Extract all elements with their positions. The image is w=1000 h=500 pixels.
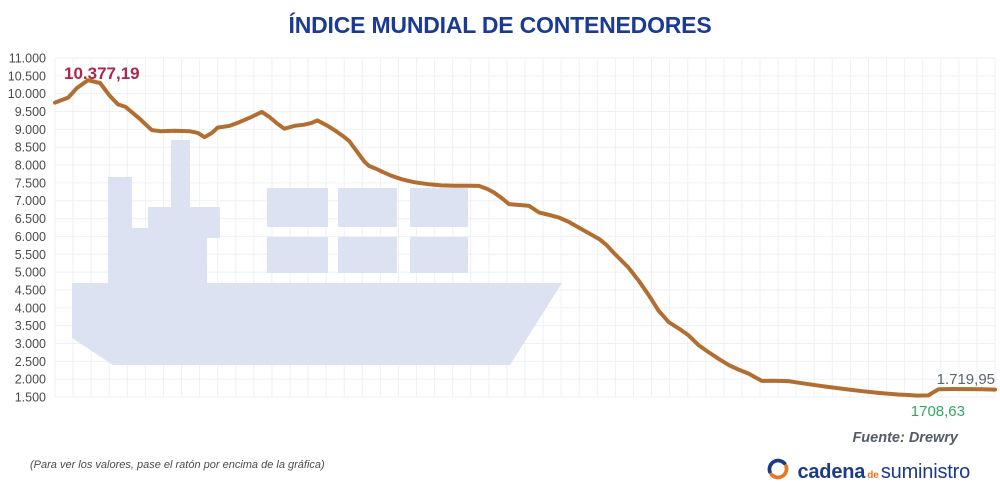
svg-text:2.000: 2.000 bbox=[15, 373, 46, 387]
svg-text:6.500: 6.500 bbox=[15, 212, 46, 226]
svg-text:5.500: 5.500 bbox=[15, 248, 46, 262]
source-label: Fuente: Drewry bbox=[852, 430, 958, 446]
svg-text:4.500: 4.500 bbox=[15, 283, 46, 297]
svg-text:3.500: 3.500 bbox=[15, 319, 46, 333]
svg-text:9.000: 9.000 bbox=[15, 123, 46, 137]
cadena-swirl-icon bbox=[768, 458, 789, 480]
chart-title: ÍNDICE MUNDIAL DE CONTENEDORES bbox=[288, 12, 712, 38]
container-ship-watermark bbox=[72, 140, 562, 365]
svg-text:6.000: 6.000 bbox=[15, 230, 46, 244]
hover-hint: (Para ver los valores, pase el ratón por… bbox=[30, 459, 325, 471]
svg-text:4.000: 4.000 bbox=[15, 301, 46, 315]
logo-cadena: cadena bbox=[797, 461, 866, 483]
svg-text:5.000: 5.000 bbox=[15, 266, 46, 280]
svg-text:10.000: 10.000 bbox=[8, 87, 46, 101]
svg-text:2.500: 2.500 bbox=[15, 355, 46, 369]
latest-value-label: 1708,63 bbox=[910, 403, 965, 420]
svg-text:11.000: 11.000 bbox=[9, 52, 46, 66]
svg-text:8.000: 8.000 bbox=[15, 159, 46, 173]
svg-text:7.000: 7.000 bbox=[15, 194, 46, 208]
svg-text:9.500: 9.500 bbox=[15, 105, 46, 119]
y-axis-labels: 11.000 10.500 10.000 9.500 9.000 8.500 8.000 7.… bbox=[8, 52, 46, 405]
svg-text:8.500: 8.500 bbox=[15, 141, 46, 155]
svg-text:1.500: 1.500 bbox=[15, 391, 46, 405]
svg-text:7.500: 7.500 bbox=[15, 176, 46, 190]
svg-text:3.000: 3.000 bbox=[15, 337, 46, 351]
previous-value-label: 1.719,95 bbox=[936, 371, 995, 388]
brand-logo[interactable]: cadena de suministro bbox=[765, 452, 970, 484]
peak-value-label: 10.377,19 bbox=[64, 64, 140, 83]
svg-text:10.500: 10.500 bbox=[8, 69, 46, 83]
logo-suministro: suministro bbox=[880, 461, 970, 483]
index-line-series bbox=[53, 78, 997, 398]
logo-de: de bbox=[867, 470, 879, 481]
